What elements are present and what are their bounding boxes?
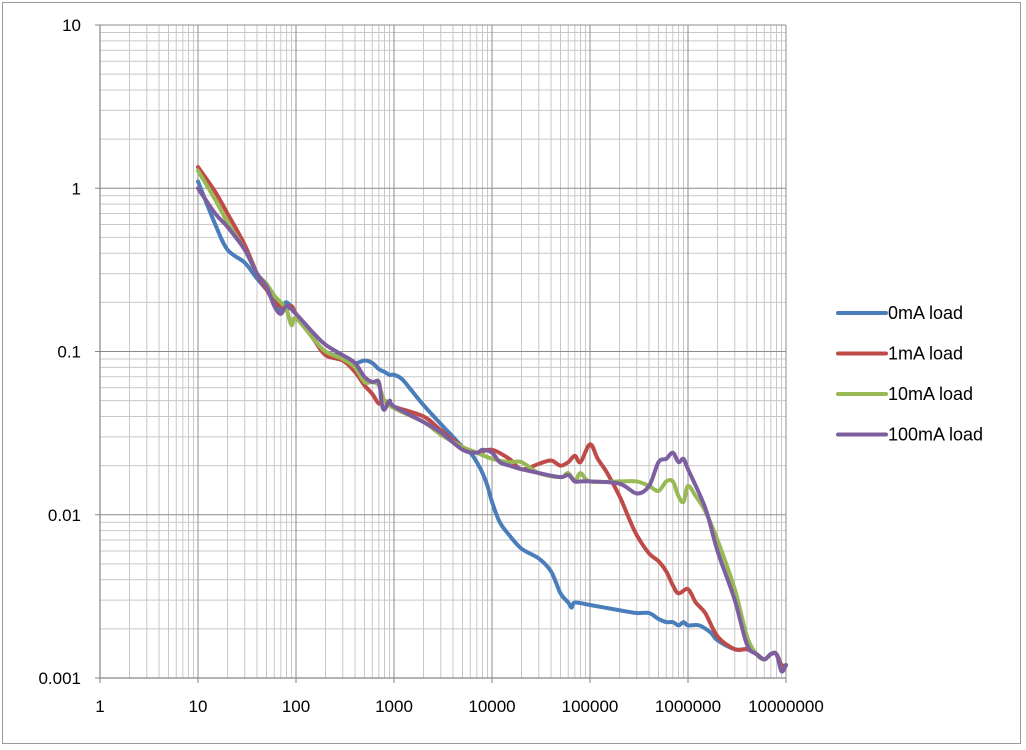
- x-tick-label: 10: [189, 697, 208, 716]
- x-tick-label: 1000000: [655, 697, 721, 716]
- x-tick-label: 1: [95, 697, 104, 716]
- axis-layer: 1 10 100 1000 10000 100000 1000000 100000001010…: [38, 16, 823, 716]
- x-tick-label: 100: [282, 697, 310, 716]
- y-tick-label: 0.001: [38, 669, 81, 688]
- x-tick-label: 100000: [562, 697, 619, 716]
- legend-label-1ma-load: 1mA load: [888, 344, 963, 364]
- legend-label-10ma-load: 10mA load: [888, 384, 973, 404]
- x-tick-label: 1000: [375, 697, 413, 716]
- series-line-1ma-load: [196, 164, 788, 668]
- y-tick-label: 1: [72, 179, 81, 198]
- series-line-100ma-load: [196, 186, 788, 674]
- y-tick-label: 0.1: [57, 343, 81, 362]
- y-tick-label: 0.01: [48, 506, 81, 525]
- legend-label-100ma-load: 100mA load: [888, 425, 983, 445]
- legend-label-0ma-load: 0mA load: [888, 303, 963, 323]
- series-layer: [196, 164, 788, 674]
- y-tick-label: 10: [62, 16, 81, 35]
- legend: 0mA load 1mA load 10mA load 100mA load: [836, 303, 983, 445]
- x-tick-label: 10000000: [748, 697, 824, 716]
- x-tick-label: 10000: [468, 697, 515, 716]
